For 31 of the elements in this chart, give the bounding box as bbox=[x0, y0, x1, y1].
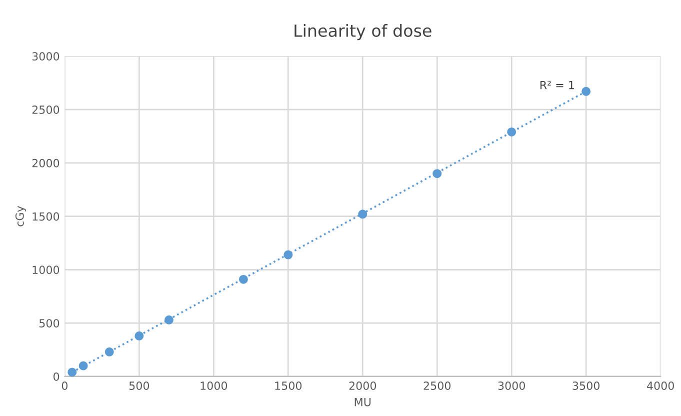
y-tick-label: 500 bbox=[39, 319, 60, 328]
point bbox=[507, 127, 516, 136]
y-tick-label: 3000 bbox=[32, 52, 60, 61]
x-tick-label: 3500 bbox=[572, 382, 600, 390]
point bbox=[68, 368, 77, 376]
point bbox=[358, 210, 368, 219]
x-tick-label: 1500 bbox=[275, 382, 302, 390]
point bbox=[238, 274, 248, 284]
x-axis-title: MU bbox=[354, 398, 371, 406]
x-tick-label: 0 bbox=[62, 382, 68, 390]
y-tick-label: 1500 bbox=[32, 212, 60, 221]
point bbox=[104, 347, 114, 356]
point bbox=[78, 361, 88, 370]
y-axis-title: cGy bbox=[15, 206, 26, 226]
x-tick-label: 2000 bbox=[349, 382, 376, 390]
chart-title: Linearity of dose bbox=[294, 24, 432, 40]
x-tick-label: 4000 bbox=[646, 382, 674, 390]
x-tick-label: 3000 bbox=[498, 382, 525, 390]
y-tick-label: 1000 bbox=[32, 266, 60, 274]
point bbox=[164, 315, 174, 324]
y-tick-label: 0 bbox=[53, 372, 60, 381]
x-tick-label: 2500 bbox=[424, 382, 451, 390]
point bbox=[284, 250, 293, 260]
x-tick-label: 500 bbox=[129, 382, 150, 390]
point bbox=[432, 169, 442, 178]
point bbox=[134, 331, 144, 340]
point bbox=[582, 86, 591, 96]
y-tick-label: 2500 bbox=[32, 106, 60, 114]
x-tick-label: 1000 bbox=[200, 382, 228, 390]
y-tick-label: 2000 bbox=[32, 158, 60, 168]
annotation: R² = 1 bbox=[540, 80, 574, 90]
